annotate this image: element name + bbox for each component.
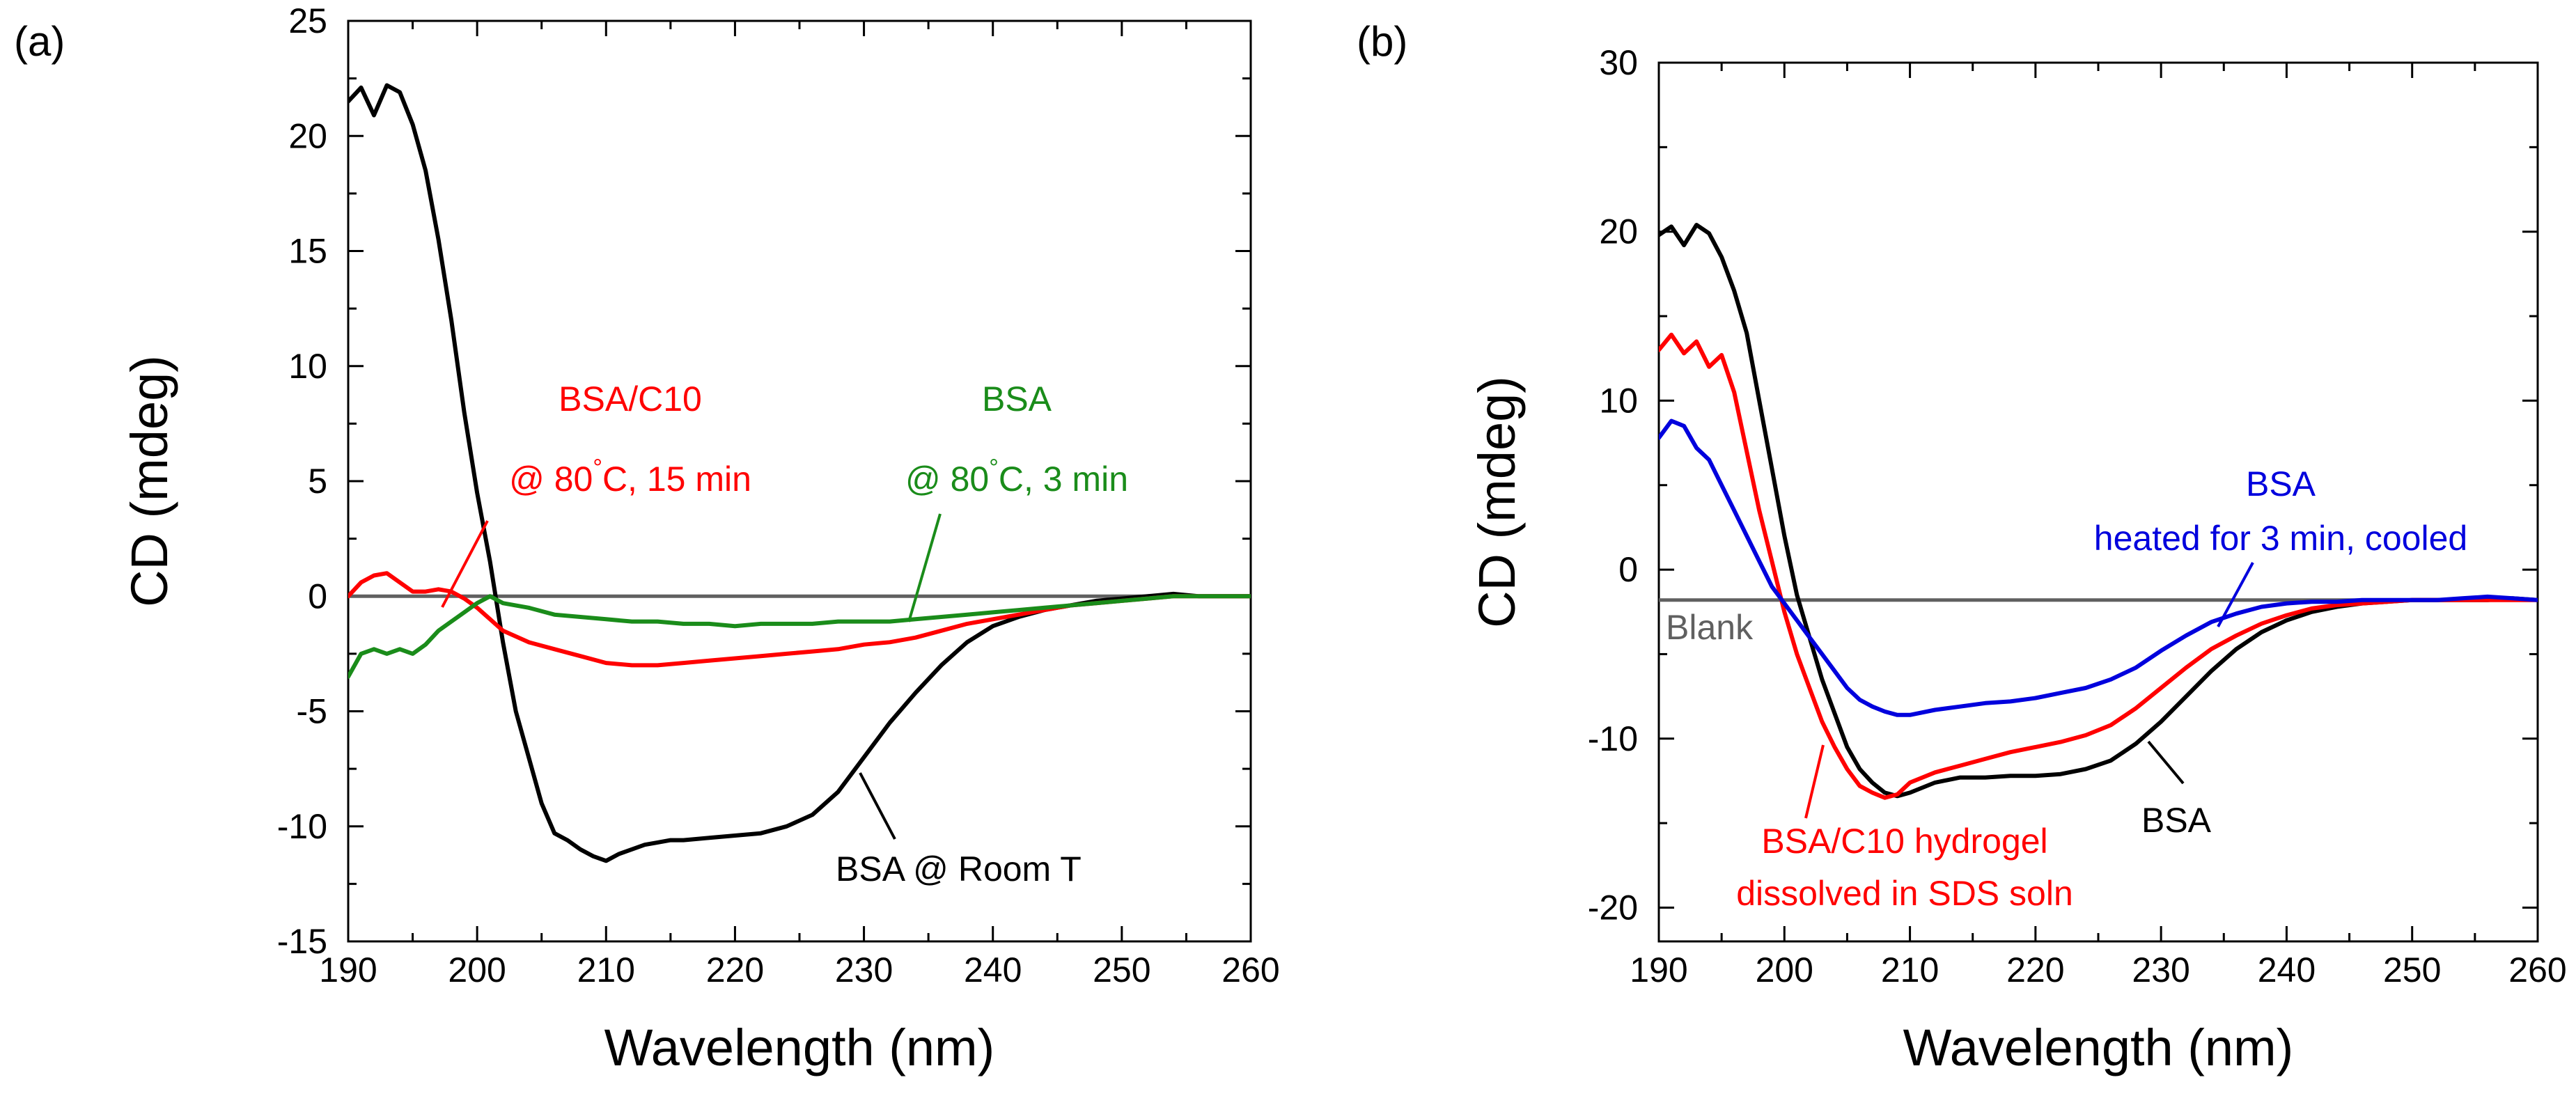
annotation-leader-b-bsa-heated bbox=[2217, 562, 2254, 627]
annotation-b-bsa-c10: BSA/C10 hydrogel dissolved in SDS soln bbox=[1736, 744, 2073, 913]
degree-superscript: ° bbox=[593, 455, 602, 481]
annotation-text-b-blank: Blank bbox=[1666, 608, 1754, 647]
panel-a-x-tick-label: 220 bbox=[706, 950, 764, 989]
annotation-text-a-bsa-room: BSA @ Room T bbox=[836, 849, 1082, 888]
panel-a-series-line-2 bbox=[348, 571, 1251, 668]
panel-a-y-tick-label: -10 bbox=[277, 807, 327, 846]
panel-b-series-line-2 bbox=[1659, 332, 2538, 800]
panel-b-x-tick-label: 210 bbox=[1881, 950, 1939, 989]
panel-a-series-line-3 bbox=[348, 594, 1251, 679]
panel-a-x-tick-label: 250 bbox=[1093, 950, 1150, 989]
panel-b-x-tick-label: 250 bbox=[2383, 950, 2441, 989]
panel-a-y-axis-label: CD (mdeg) bbox=[120, 355, 178, 607]
panel-a-x-tick-label: 240 bbox=[964, 950, 1022, 989]
annotation-a-bsa-c10: BSA/C10 @ 80°C, 15 min bbox=[441, 379, 751, 608]
panel-b-x-tick-label: 260 bbox=[2508, 950, 2566, 989]
panel-a-x-tick-label: 200 bbox=[448, 950, 506, 989]
annotation-text-b-bsa-heated: heated for 3 min, cooled bbox=[2094, 519, 2467, 558]
panel-a-y-tick-label: -15 bbox=[277, 922, 327, 961]
panel-b-y-tick-label: 20 bbox=[1599, 212, 1638, 251]
panel-a-label: (a) bbox=[14, 18, 65, 65]
annotation-leader-a-bsa-heated bbox=[907, 513, 942, 622]
panel-b-plot-frame bbox=[1657, 61, 2539, 943]
annotation-leader-a-bsa-room bbox=[859, 772, 896, 840]
panel-a-y-tick-label: 10 bbox=[288, 347, 327, 386]
panel-a-x-tick-label: 190 bbox=[319, 950, 377, 989]
panel-b-y-tick-label: 0 bbox=[1618, 550, 1638, 589]
annotation-text-b-bsa-heated: BSA bbox=[2246, 464, 2316, 503]
panel-a-y-tick-label: 20 bbox=[288, 116, 327, 155]
panel-a-x-tick-label: 210 bbox=[577, 950, 635, 989]
annotation-text-b-bsa-c10: BSA/C10 hydrogel bbox=[1761, 822, 2047, 861]
panel-b-y-tick-label: 30 bbox=[1599, 43, 1638, 82]
panel-b-plot-area bbox=[1659, 223, 2538, 800]
panel-b-x-tick-label: 220 bbox=[2006, 950, 2064, 989]
panel-a-y-tick-label: -5 bbox=[297, 692, 327, 731]
annotation-leader-a-bsa-c10 bbox=[441, 520, 489, 608]
panel-b-x-tick-label: 200 bbox=[1756, 950, 1813, 989]
annotation-leader-b-bsa-c10 bbox=[1804, 744, 1825, 819]
annotation-text-a-bsa-heated: @ 80°C, 3 min bbox=[905, 455, 1128, 499]
panel-b-label: (b) bbox=[1357, 18, 1407, 65]
panel-b-series-line-1 bbox=[1659, 223, 2538, 799]
panel-b-y-tick-label: 10 bbox=[1599, 381, 1638, 420]
panel-a-x-tick-label: 230 bbox=[835, 950, 893, 989]
annotation-text-rest: C, 3 min bbox=[999, 460, 1128, 499]
panel-a-chart: (a) 190 200 210 220 230 240 250 260 25 20 15 10 5 0 -5 -… bbox=[14, 1, 1280, 1076]
annotation-leader-b-bsa bbox=[2147, 740, 2185, 785]
panel-a-y-tick-label: 0 bbox=[308, 577, 327, 616]
panel-a-y-tick-label: 15 bbox=[288, 232, 327, 271]
annotation-b-bsa-heated: BSA heated for 3 min, cooled bbox=[2094, 464, 2467, 627]
panel-b-chart: (b) 190 200 210 220 230 240 250 260 30 20 10 0 -10 -20… bbox=[1357, 18, 2567, 1076]
annotation-text-rest: C, 15 min bbox=[602, 460, 751, 499]
annotation-a-bsa-room: BSA @ Room T bbox=[836, 772, 1082, 888]
panel-a-x-axis-label: Wavelength (nm) bbox=[604, 1019, 995, 1076]
panel-b-series-line-3 bbox=[1659, 418, 2538, 717]
annotation-b-blank: Blank bbox=[1666, 608, 1754, 647]
annotation-text-a-bsa-heated: BSA bbox=[982, 379, 1052, 418]
annotation-text-b-bsa-c10: dissolved in SDS soln bbox=[1736, 874, 2073, 913]
panel-b-x-tick-label: 240 bbox=[2258, 950, 2316, 989]
annotation-a-bsa-heated: BSA @ 80°C, 3 min bbox=[905, 379, 1128, 622]
annotation-text-b-bsa: BSA bbox=[2141, 801, 2212, 840]
panel-b-y-tick-label: -20 bbox=[1588, 888, 1638, 927]
panel-b-x-tick-label: 230 bbox=[2132, 950, 2189, 989]
annotation-text-a-bsa-c10: BSA/C10 bbox=[559, 379, 702, 418]
panel-b-x-axis-label: Wavelength (nm) bbox=[1903, 1019, 2294, 1076]
panel-b-y-tick-label: -10 bbox=[1588, 719, 1638, 758]
panel-a-y-tick-label: 5 bbox=[308, 462, 327, 501]
panel-b-x-tick-label: 190 bbox=[1630, 950, 1687, 989]
panel-a-y-tick-label: 25 bbox=[288, 1, 327, 40]
panel-b-y-axis-label: CD (mdeg) bbox=[1468, 376, 1526, 628]
panel-a-plot-area bbox=[348, 83, 1251, 863]
annotation-text-a-bsa-c10: @ 80°C, 15 min bbox=[509, 455, 751, 499]
annotation-b-bsa: BSA bbox=[2141, 740, 2212, 840]
degree-superscript: ° bbox=[989, 455, 999, 481]
panel-a-x-tick-label: 260 bbox=[1221, 950, 1279, 989]
